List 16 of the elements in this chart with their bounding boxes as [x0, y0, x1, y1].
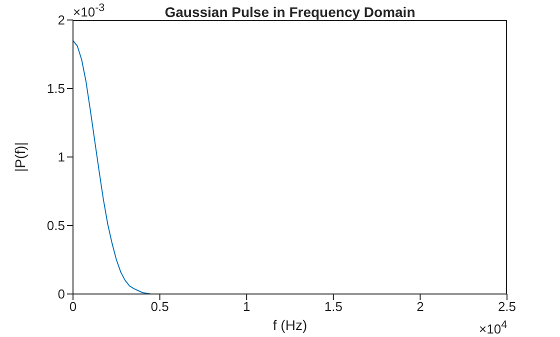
y-tick-label: 2 [58, 12, 65, 28]
text: ×10$^{4}$ [479, 319, 508, 336]
y-tick-label: 1 [58, 150, 65, 165]
y-tick-label: 0 [58, 286, 65, 302]
x-tick-label: 1.5 [324, 299, 342, 314]
x-tick-label: 2.5 [498, 299, 516, 314]
x-tick-label: 0 [69, 299, 77, 314]
y-tick-label: 0.5 [46, 218, 65, 234]
x-tick-label: 1 [242, 299, 250, 314]
x-axis-title: f (Hz) [272, 317, 308, 333]
y-axis-title: |P(f)| [12, 142, 28, 172]
x-tick-label: 2 [416, 299, 424, 314]
text: ×10$^{-3}$ [73, 2, 105, 20]
x-tick-label: 0.5 [150, 299, 169, 314]
y-tick-label: 1.5 [46, 81, 65, 96]
chart-title: Gaussian Pulse in Frequency Domain [164, 4, 416, 20]
